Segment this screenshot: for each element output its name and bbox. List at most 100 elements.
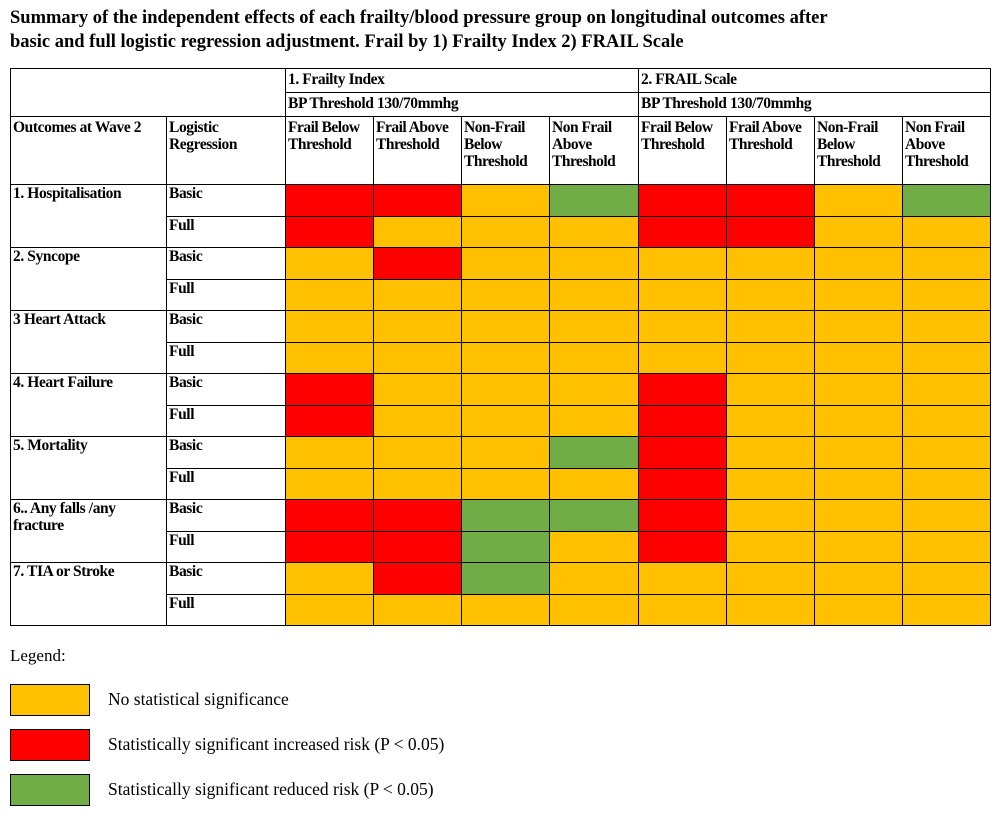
result-cell-ns (638, 310, 727, 343)
result-cell-inc (726, 184, 815, 217)
legend-swatch (10, 684, 90, 716)
regression-type: Basic (166, 499, 286, 532)
table-row: Full (11, 468, 991, 500)
group-name-1: 1. Frailty Index (285, 68, 639, 93)
result-cell-ns (461, 216, 550, 248)
result-cell-ns (902, 216, 991, 248)
result-cell-ns (902, 436, 991, 469)
legend-label: Statistically significant reduced risk (… (108, 779, 434, 799)
result-cell-ns (285, 468, 374, 500)
result-cell-inc (373, 562, 462, 595)
regression-type: Basic (166, 184, 286, 217)
outcome-name: 4. Heart Failure (10, 373, 167, 437)
regression-type: Basic (166, 247, 286, 280)
result-cell-ns (814, 373, 903, 406)
result-cell-ns (902, 279, 991, 311)
result-cell-ns (549, 216, 639, 248)
result-cell-ns (461, 310, 550, 343)
result-cell-ns (638, 279, 727, 311)
result-cell-ns (638, 594, 727, 626)
regression-column-header: Logistic Regression (166, 116, 286, 185)
result-cell-ns (285, 562, 374, 595)
result-cell-ns (902, 405, 991, 437)
result-cell-ns (373, 594, 462, 626)
result-cell-ns (726, 405, 815, 437)
table-row: 4. Heart Failure Basic (10, 373, 991, 437)
result-cell-ns (902, 594, 991, 626)
column-header-6: Frail Above Threshold (726, 116, 815, 185)
table-row: Full (11, 405, 991, 437)
result-cell-ns (549, 373, 639, 406)
result-cell-ns (549, 468, 639, 500)
result-cell-inc (638, 468, 727, 500)
result-cell-ns (549, 562, 639, 595)
threshold-header-row: BP Threshold 130/70mmhg BP Threshold 130/… (11, 92, 991, 117)
column-header-3: Non-Frail Below Threshold (461, 116, 550, 185)
result-cell-ns (814, 436, 903, 469)
result-cell-ns (902, 247, 991, 280)
result-cell-ns (726, 499, 815, 532)
result-cell-ns (814, 594, 903, 626)
regression-type: Full (166, 342, 286, 374)
result-cell-inc (638, 373, 727, 406)
group-threshold-2: BP Threshold 130/70mmhg (638, 92, 991, 117)
result-cell-ns (461, 436, 550, 469)
result-cell-inc (373, 247, 462, 280)
result-cell-inc (373, 531, 462, 563)
result-cell-ns (461, 279, 550, 311)
result-cell-inc (373, 184, 462, 217)
regression-type: Full (166, 531, 286, 563)
regression-type: Full (166, 594, 286, 626)
result-cell-ns (814, 184, 903, 217)
regression-type: Full (166, 405, 286, 437)
result-cell-ns (814, 531, 903, 563)
result-cell-ns (285, 436, 374, 469)
result-cell-ns (726, 373, 815, 406)
result-cell-red (461, 562, 550, 595)
result-cell-inc (373, 499, 462, 532)
table-row: 1. Hospitalisation Basic (10, 184, 991, 248)
result-cell-ns (285, 594, 374, 626)
result-cell-ns (461, 594, 550, 626)
corner-cell (10, 68, 286, 117)
group-header-row: 1. Frailty Index 2. FRAIL Scale (10, 68, 991, 117)
regression-type: Full (166, 216, 286, 248)
result-cell-ns (549, 594, 639, 626)
result-cell-ns (285, 342, 374, 374)
outcome-name: 7. TIA or Stroke (10, 562, 167, 626)
column-header-4: Non Frail Above Threshold (549, 116, 639, 185)
column-header-7: Non-Frail Below Threshold (814, 116, 903, 185)
result-cell-ns (461, 468, 550, 500)
result-cell-ns (549, 279, 639, 311)
result-cell-ns (638, 562, 727, 595)
result-cell-ns (373, 310, 462, 343)
outcome-name: 1. Hospitalisation (10, 184, 167, 248)
title-line-1: Summary of the independent effects of ea… (10, 8, 828, 28)
result-cell-ns (902, 468, 991, 500)
result-cell-ns (638, 247, 727, 280)
result-cell-ns (373, 279, 462, 311)
result-cell-ns (285, 310, 374, 343)
result-cell-ns (814, 216, 903, 248)
outcome-name: 3 Heart Attack (10, 310, 167, 374)
group-name-2: 2. FRAIL Scale (638, 68, 991, 93)
result-cell-ns (373, 405, 462, 437)
result-cell-ns (814, 562, 903, 595)
result-cell-inc (285, 499, 374, 532)
column-header-8: Non Frail Above Threshold (902, 116, 991, 185)
result-cell-ns (814, 405, 903, 437)
result-cell-ns (726, 247, 815, 280)
result-cell-ns (814, 310, 903, 343)
result-cell-ns (814, 342, 903, 374)
result-cell-ns (902, 562, 991, 595)
result-cell-ns (814, 247, 903, 280)
result-cell-inc (285, 531, 374, 563)
result-cell-ns (549, 247, 639, 280)
document-title: Summary of the independent effects of ea… (10, 6, 990, 54)
regression-type: Full (166, 468, 286, 500)
result-cell-inc (638, 499, 727, 532)
result-cell-red (461, 499, 550, 532)
table-row: Full (11, 342, 991, 374)
result-cell-ns (726, 310, 815, 343)
result-cell-ns (902, 499, 991, 532)
